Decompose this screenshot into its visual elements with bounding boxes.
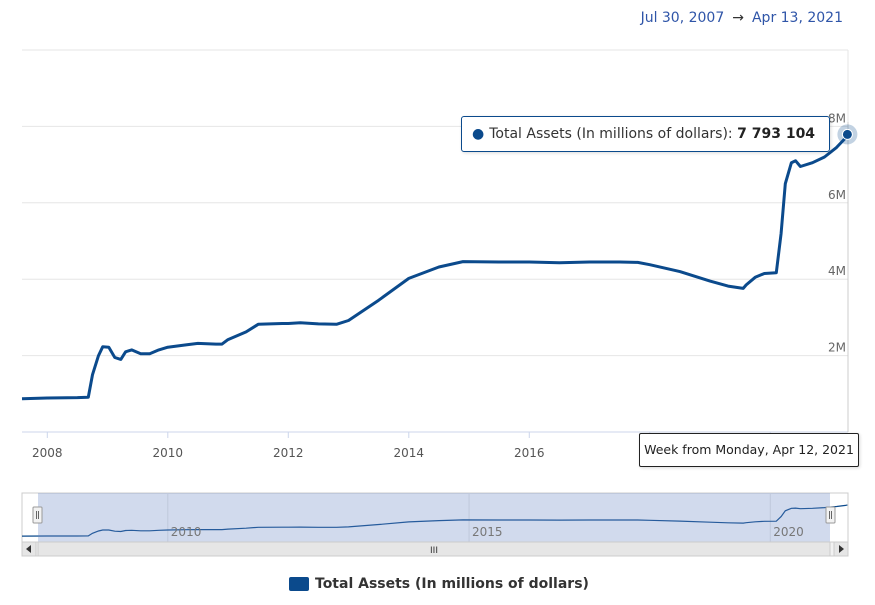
scrollbar-right-button[interactable] xyxy=(833,541,849,557)
x-tick-label: 2010 xyxy=(153,446,184,460)
x-tick-label: 2012 xyxy=(273,446,304,460)
navigator-tick-label: 2020 xyxy=(773,525,804,539)
value-tooltip: ● Total Assets (In millions of dollars): … xyxy=(461,116,830,152)
main-grid xyxy=(22,49,848,357)
navigator-handle-left[interactable] xyxy=(32,506,43,524)
navigator-background xyxy=(21,492,849,543)
legend-item[interactable]: Total Assets (In millions of dollars) xyxy=(289,576,589,592)
legend-swatch xyxy=(289,577,309,591)
navigator-axis-labels: 2010 2015 2020 xyxy=(171,525,804,539)
tooltip-week-label: Week from Monday, Apr 12, 2021 xyxy=(644,442,854,457)
tooltip-value: 7 793 104 xyxy=(737,126,816,142)
x-tick-label: 2014 xyxy=(394,446,425,460)
series-line xyxy=(21,133,849,401)
y-tick-label: 6M xyxy=(828,188,846,202)
y-tick-label: 2M xyxy=(828,341,846,355)
y-tick-label: 4M xyxy=(828,264,846,278)
hover-point xyxy=(841,128,853,140)
date-tooltip: Week from Monday, Apr 12, 2021 xyxy=(639,433,859,467)
navigator-tick-label: 2015 xyxy=(472,525,503,539)
navigator-series-line xyxy=(21,504,848,537)
date-range: Jul 30, 2007 → Apr 13, 2021 xyxy=(641,10,843,26)
navigator-selected-range xyxy=(38,493,830,542)
scrollbar-left-button[interactable] xyxy=(21,541,37,557)
tooltip-series-label: Total Assets (In millions of dollars): xyxy=(489,126,733,142)
x-tick-label: 2008 xyxy=(32,446,63,460)
range-arrow: → xyxy=(732,10,744,26)
y-axis-labels: 2M 4M 6M 8M xyxy=(828,111,846,354)
y-tick-label: 8M xyxy=(828,111,846,125)
scrollbar-thumb[interactable] xyxy=(37,541,831,557)
x-tick-label: 2016 xyxy=(514,446,545,460)
range-from[interactable]: Jul 30, 2007 xyxy=(640,10,725,26)
scrollbar-grip: III xyxy=(430,546,438,556)
legend-label: Total Assets (In millions of dollars) xyxy=(315,576,589,592)
navigator-tick-label: 2010 xyxy=(171,525,202,539)
range-to[interactable]: Apr 13, 2021 xyxy=(751,10,843,26)
tooltip-series-marker: ● xyxy=(472,126,485,142)
navigator-handle-right[interactable] xyxy=(825,506,836,524)
navigator-grid xyxy=(167,493,771,542)
x-axis-labels: 2008 2010 2012 2014 2016 xyxy=(32,432,771,460)
